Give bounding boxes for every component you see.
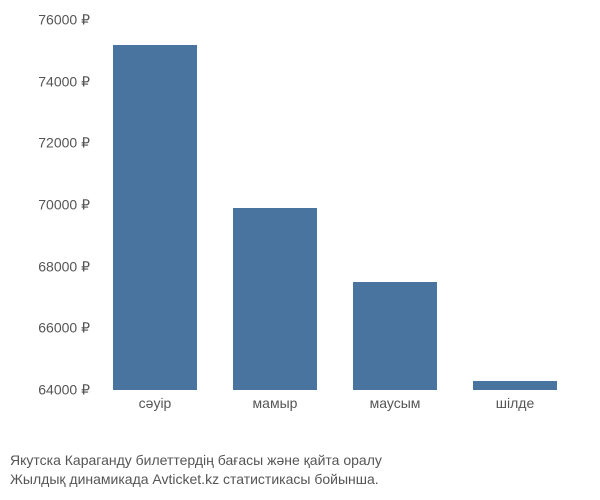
x-tick-label: мамыр bbox=[215, 395, 335, 411]
caption-line-2: Жылдық динамикада Avticket.kz статистика… bbox=[10, 470, 382, 490]
x-tick-label: шілде bbox=[455, 395, 575, 411]
bar bbox=[113, 45, 197, 390]
y-tick-label: 70000 ₽ bbox=[10, 197, 90, 214]
bar bbox=[473, 381, 557, 390]
y-tick-label: 68000 ₽ bbox=[10, 258, 90, 275]
x-tick-label: сәуір bbox=[95, 395, 215, 411]
bar bbox=[353, 282, 437, 390]
caption-line-1: Якутска Караганду билеттердің бағасы жән… bbox=[10, 451, 382, 471]
y-tick-label: 72000 ₽ bbox=[10, 135, 90, 152]
y-tick-label: 74000 ₽ bbox=[10, 73, 90, 90]
bar bbox=[233, 208, 317, 390]
chart-container: 64000 ₽ 66000 ₽ 68000 ₽ 70000 ₽ 72000 ₽ 74000… bbox=[10, 10, 590, 450]
plot-area bbox=[95, 20, 575, 390]
chart-caption: Якутска Караганду билеттердің бағасы жән… bbox=[10, 451, 382, 490]
y-tick-label: 66000 ₽ bbox=[10, 320, 90, 337]
y-tick-label: 64000 ₽ bbox=[10, 382, 90, 399]
x-tick-label: маусым bbox=[335, 395, 455, 411]
y-tick-label: 76000 ₽ bbox=[10, 12, 90, 29]
